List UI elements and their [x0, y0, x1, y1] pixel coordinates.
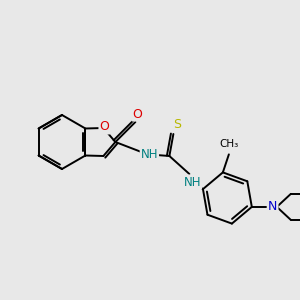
Text: CH₃: CH₃	[219, 140, 238, 149]
Text: S: S	[173, 118, 181, 131]
Text: NH: NH	[184, 176, 201, 188]
Text: O: O	[132, 107, 142, 121]
Text: NH: NH	[141, 148, 158, 161]
Text: O: O	[99, 121, 109, 134]
Text: N: N	[268, 200, 278, 213]
